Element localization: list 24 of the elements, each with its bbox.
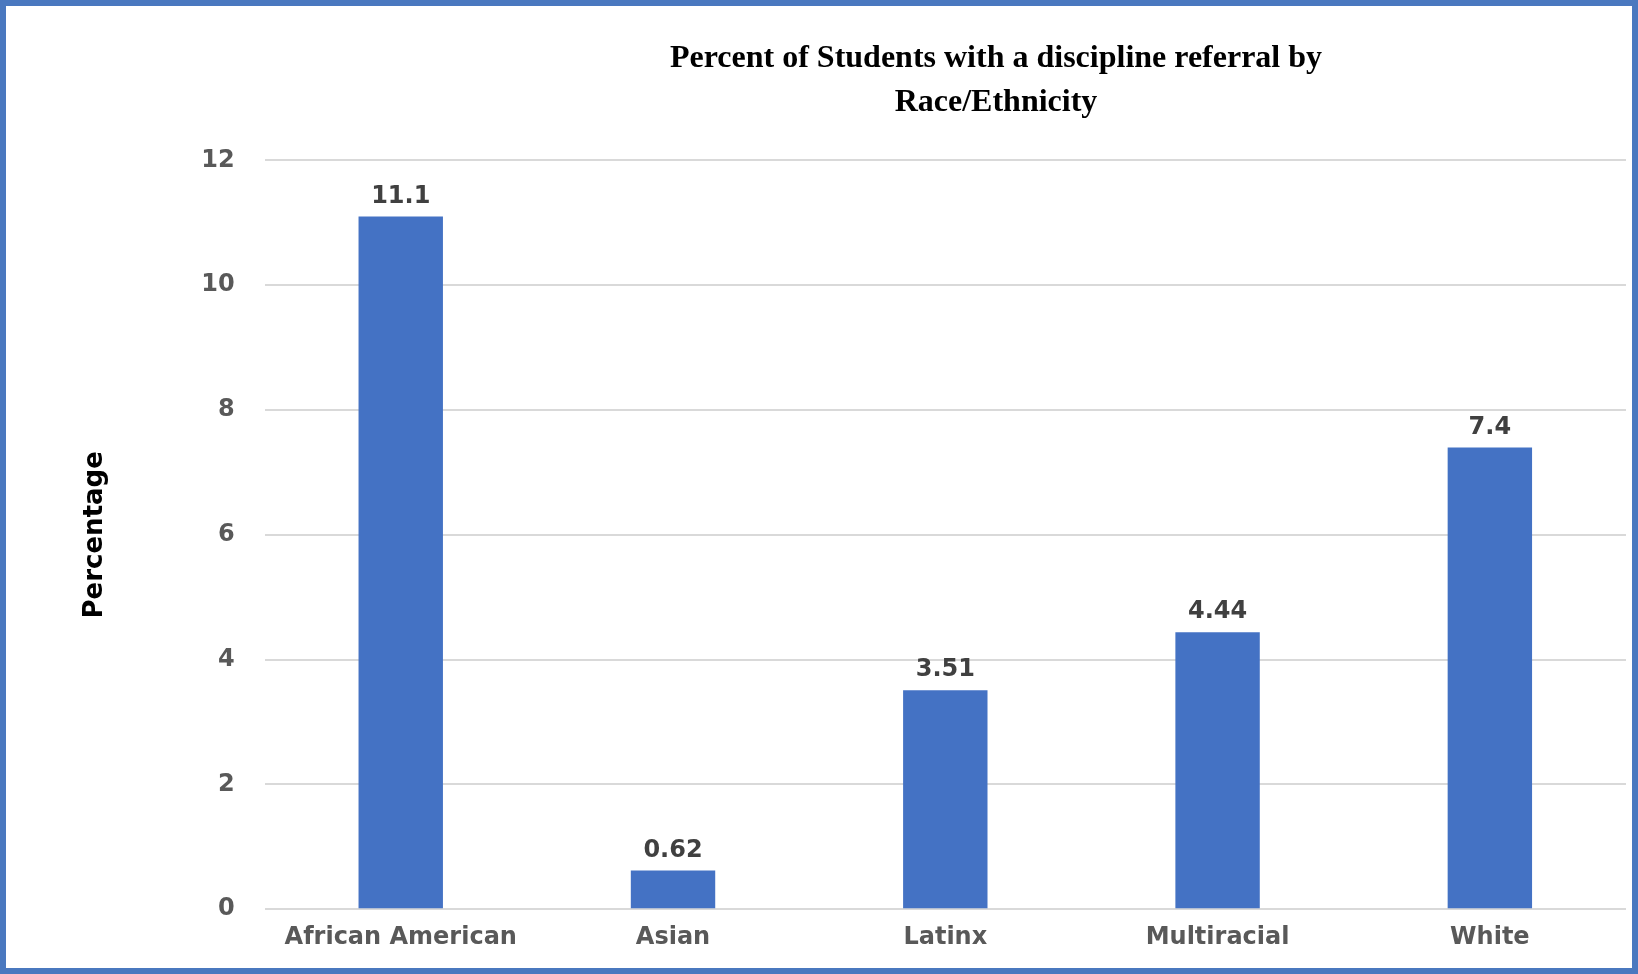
data-label: 11.1 [371,180,431,209]
bar [630,870,716,909]
bar [1447,447,1533,909]
x-tick-label: White [1450,921,1530,950]
bar [1175,632,1260,909]
x-tick-label: African American [284,921,517,950]
y-axis-title: Percentage [78,451,109,619]
bar [358,216,443,909]
y-tick-label: 6 [217,519,235,548]
y-tick-label: 0 [217,893,235,922]
y-tick-label: 10 [201,269,235,298]
y-tick-label: 4 [217,643,235,672]
x-tick-label: Latinx [903,921,988,950]
x-tick-label: Multiracial [1145,921,1290,950]
data-label: 4.44 [1187,596,1248,625]
data-label: 7.4 [1468,411,1512,440]
y-tick-label: 12 [201,144,235,173]
y-tick-label: 8 [217,394,235,423]
bar [903,690,988,909]
chart-title: Percent of Students with a discipline referral by Race/Ethnicity [668,37,1324,120]
data-label: 0.62 [643,834,703,863]
data-label: 3.51 [915,654,975,683]
y-tick-label: 2 [217,768,235,797]
x-tick-label: Asian [635,921,711,950]
